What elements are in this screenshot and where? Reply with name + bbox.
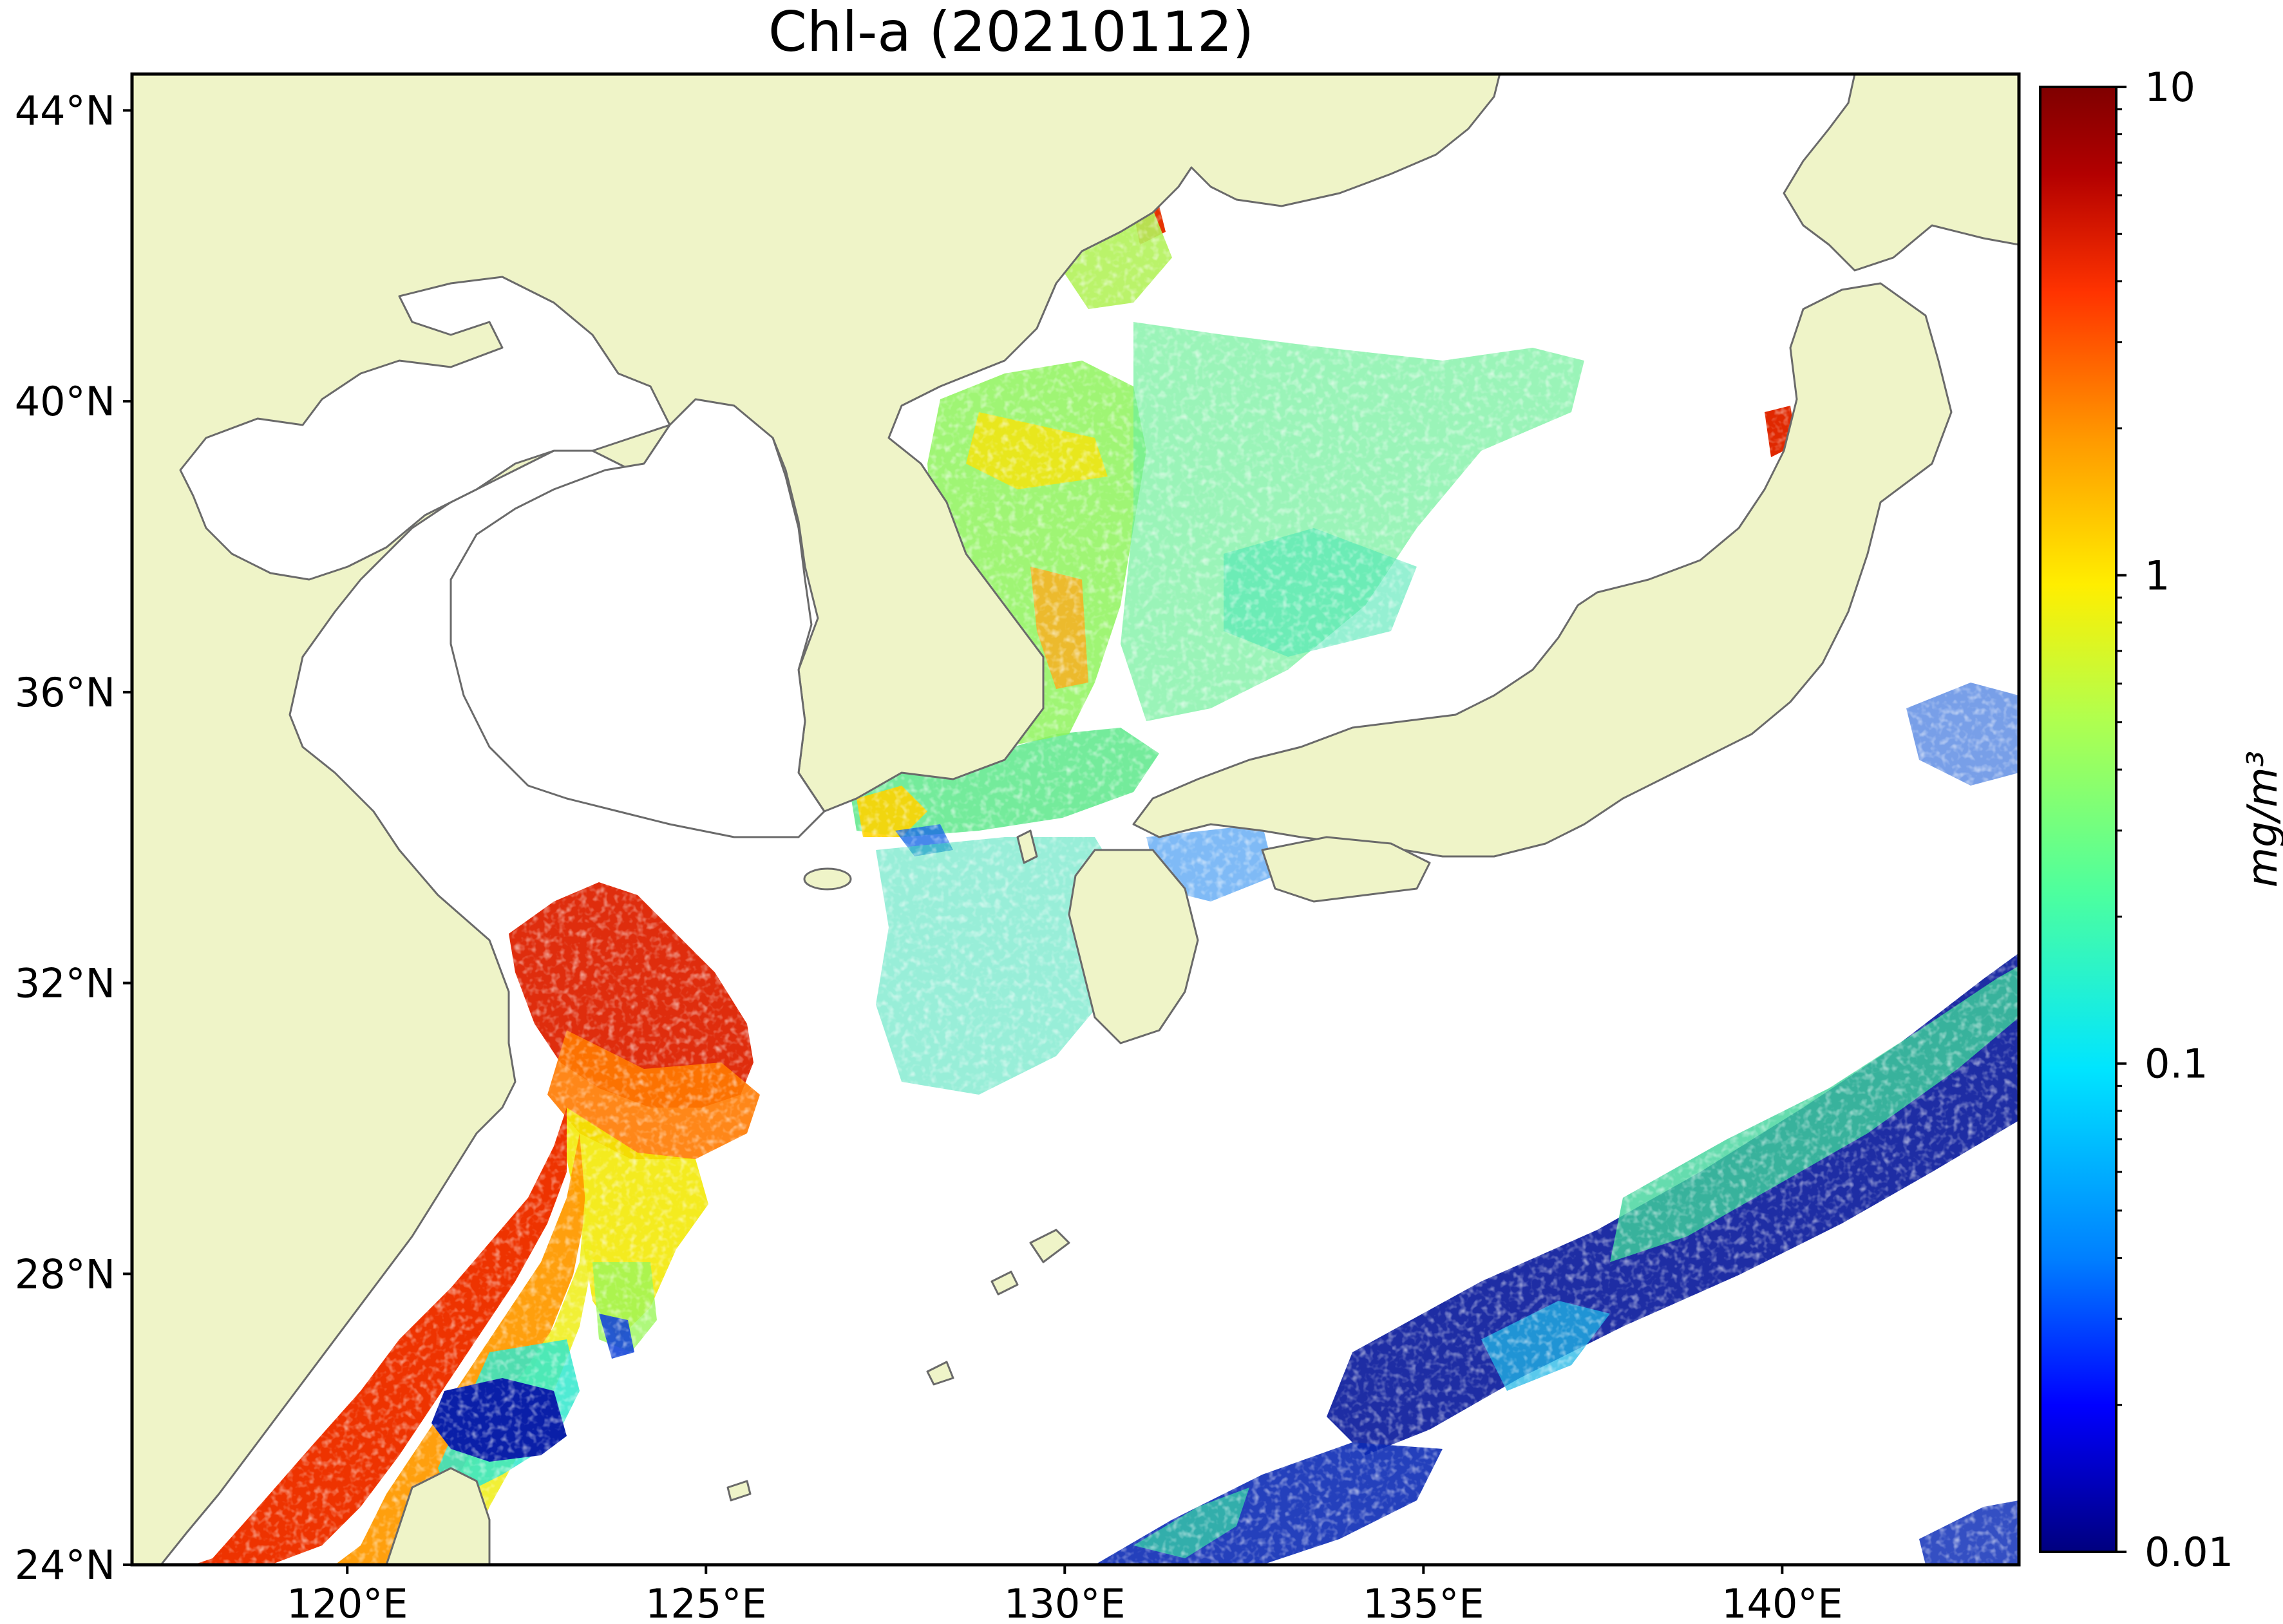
land-shikoku bbox=[1261, 836, 1431, 903]
longitude-axis: 120°E 125°E 130°E 135°E 140°E bbox=[287, 1565, 1843, 1624]
colorbar-tick-label: 0.1 bbox=[2145, 1041, 2208, 1088]
map-title: Chl-a (20210112) bbox=[768, 0, 1255, 64]
land-hokkaido bbox=[1783, 74, 2019, 272]
lon-tick-label: 140°E bbox=[1721, 1580, 1843, 1624]
land-ryukyu-1 bbox=[1029, 1229, 1070, 1263]
land-ryukyu-3 bbox=[926, 1361, 954, 1386]
colorbar-tick-label: 1 bbox=[2145, 552, 2170, 599]
lon-tick-label: 135°E bbox=[1363, 1580, 1484, 1624]
yellow-sea bbox=[450, 398, 826, 838]
lat-tick-label: 28°N bbox=[15, 1251, 115, 1298]
lat-tick-label: 40°N bbox=[15, 378, 115, 425]
bohai-sea bbox=[179, 276, 671, 581]
land-layer bbox=[132, 74, 2019, 1565]
lon-tick-label: 125°E bbox=[645, 1580, 767, 1624]
lat-tick-label: 32°N bbox=[15, 960, 115, 1007]
map-frame bbox=[130, 72, 2021, 1567]
lat-tick-label: 24°N bbox=[15, 1542, 115, 1589]
land-jeju bbox=[803, 867, 852, 891]
map-content bbox=[132, 74, 2019, 1565]
land-kyushu bbox=[1068, 849, 1199, 1044]
land-honshu bbox=[1132, 282, 1953, 858]
colorbar-tick-label: 0.01 bbox=[2145, 1529, 2233, 1576]
colorbar-axis: 10 1 0.1 0.01 bbox=[2116, 64, 2233, 1576]
colorbar bbox=[2039, 86, 2117, 1553]
colorbar-tick-label: 10 bbox=[2145, 64, 2195, 111]
lon-tick-label: 130°E bbox=[1004, 1580, 1126, 1624]
latitude-axis: 44°N 40°N 36°N 32°N 28°N 24°N bbox=[15, 87, 132, 1589]
colorbar-label: mg/m³ bbox=[2239, 751, 2283, 888]
land-ryukyu-4 bbox=[726, 1480, 752, 1502]
land-tsushima bbox=[1016, 829, 1038, 864]
lat-tick-label: 44°N bbox=[15, 87, 115, 134]
land-taiwan bbox=[385, 1467, 491, 1565]
lon-tick-label: 120°E bbox=[287, 1580, 408, 1624]
land-ryukyu-2 bbox=[990, 1270, 1019, 1296]
lat-tick-label: 36°N bbox=[15, 669, 115, 716]
